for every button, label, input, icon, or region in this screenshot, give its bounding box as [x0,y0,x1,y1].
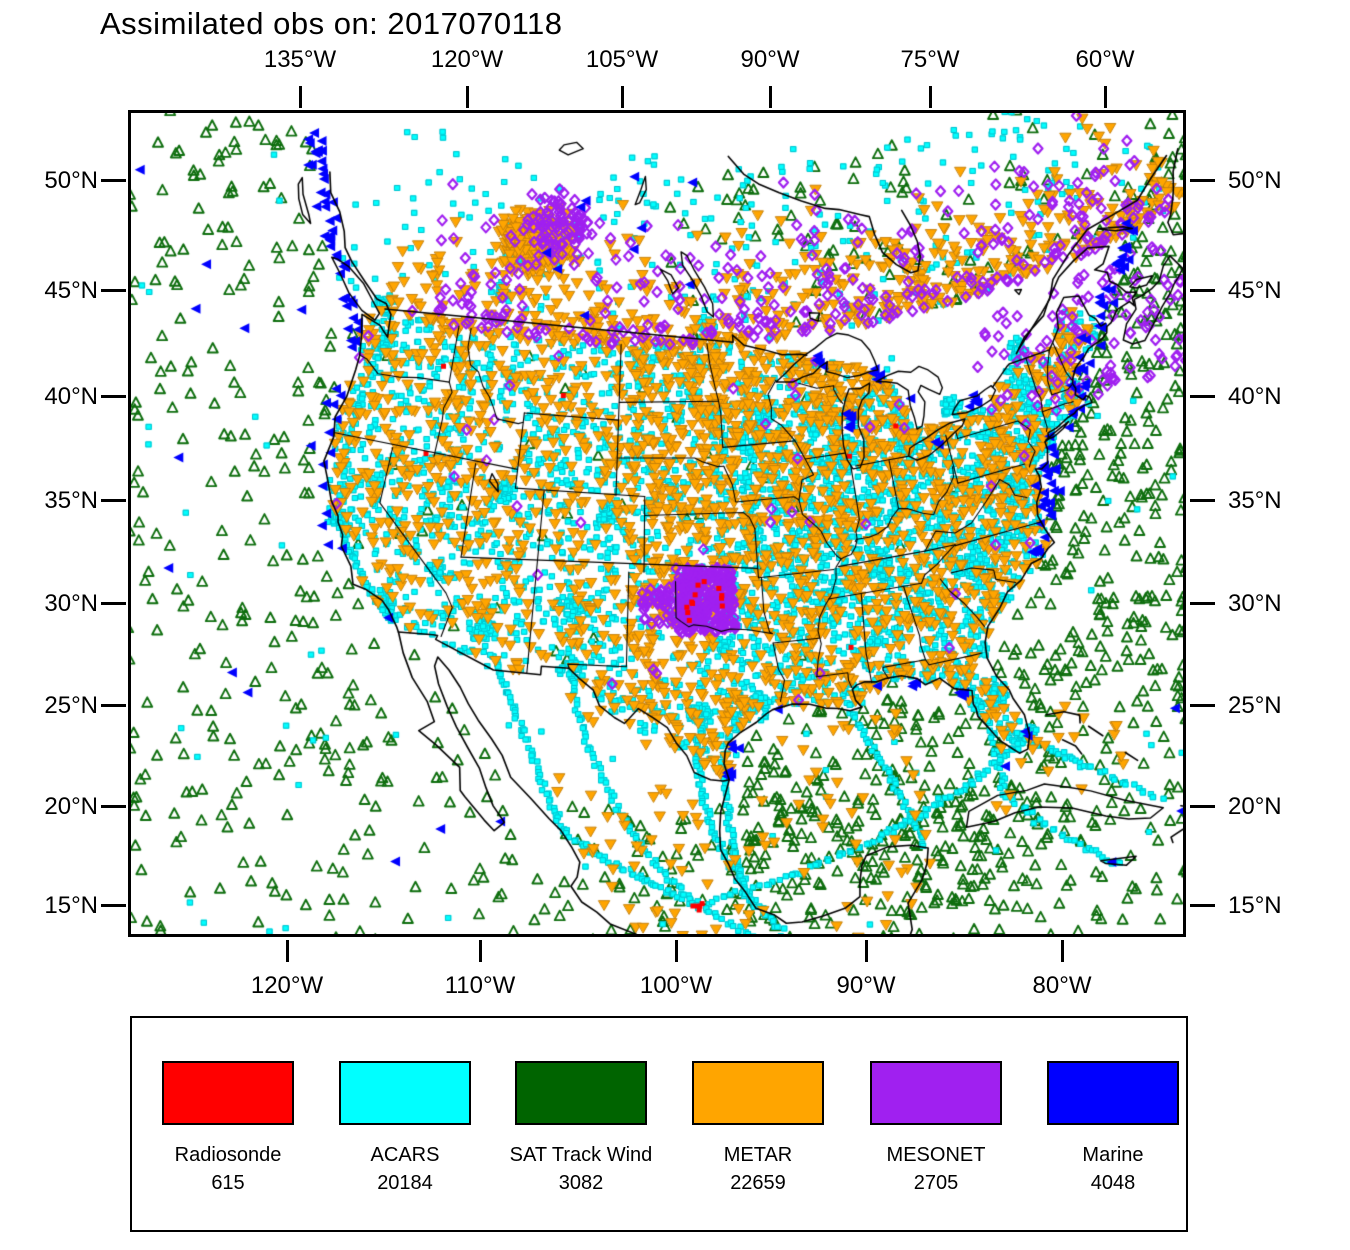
right-tick [1190,904,1215,907]
left-axis-label-50n: 50°N [44,167,98,194]
legend-label-sattrack: SAT Track Wind [509,1144,653,1166]
top-tick [621,86,624,108]
left-axis-label-45n: 45°N [44,277,98,304]
legend-swatch-sattrack [515,1061,647,1125]
legend-swatch-marine [1047,1061,1179,1125]
bottom-axis-label-80w: 80°W [1032,972,1092,999]
top-axis-label-90w: 90°W [740,46,800,73]
left-axis-label-40n: 40°N [44,383,98,410]
top-axis-label-135w: 135°W [263,46,337,73]
bottom-axis-label-90w: 90°W [836,972,896,999]
right-axis-label-20n: 20°N [1228,793,1282,820]
right-axis-label-30n: 30°N [1228,590,1282,617]
left-axis-label-30n: 30°N [44,590,98,617]
legend-count-sattrack: 3082 [558,1172,604,1194]
legend-label-marine: Marine [1082,1144,1144,1166]
bottom-axis-label-120w: 120°W [250,972,324,999]
left-tick [101,289,126,292]
left-tick [101,904,126,907]
top-tick [769,86,772,108]
right-axis-label-25n: 25°N [1228,692,1282,719]
legend-label-radiosonde: Radiosonde [174,1144,282,1166]
legend-swatch-mesonet [870,1061,1002,1125]
top-tick [929,86,932,108]
right-tick [1190,395,1215,398]
top-axis-label-75w: 75°W [900,46,960,73]
bottom-tick [1061,940,1064,962]
legend-swatch-radiosonde [162,1061,294,1125]
right-tick [1190,499,1215,502]
legend-label-metar: METAR [723,1144,793,1166]
page-title: Assimilated obs on: 2017070118 [100,6,563,41]
observation-map-canvas [131,113,1183,934]
legend-count-metar: 22659 [730,1172,786,1194]
legend-label-mesonet: MESONET [886,1144,986,1166]
bottom-axis-label-110w: 110°W [444,972,516,999]
right-axis-label-15n: 15°N [1228,892,1282,919]
right-axis-label-50n: 50°N [1228,167,1282,194]
legend-count-acars: 20184 [377,1172,433,1194]
right-axis-label-45n: 45°N [1228,277,1282,304]
left-tick [101,499,126,502]
left-tick [101,805,126,808]
left-axis-label-20n: 20°N [44,793,98,820]
top-tick [1104,86,1107,108]
bottom-tick [865,940,868,962]
top-tick [466,86,469,108]
right-tick [1190,602,1215,605]
right-tick [1190,179,1215,182]
left-tick [101,179,126,182]
right-tick [1190,805,1215,808]
bottom-tick [479,940,482,962]
legend-label-acars: ACARS [370,1144,440,1166]
legend-count-radiosonde: 615 [211,1172,245,1194]
right-tick [1190,289,1215,292]
legend-count-marine: 4048 [1090,1172,1136,1194]
bottom-tick [675,940,678,962]
left-tick [101,395,126,398]
left-axis-label-35n: 35°N [44,487,98,514]
legend-swatch-acars [339,1061,471,1125]
bottom-axis-label-100w: 100°W [639,972,713,999]
legend-swatch-metar [692,1061,824,1125]
top-axis-label-120w: 120°W [430,46,504,73]
top-axis-label-60w: 60°W [1075,46,1135,73]
bottom-tick [286,940,289,962]
left-tick [101,602,126,605]
legend-box: Radiosonde ACARS SAT Track Wind METAR ME… [130,1016,1188,1232]
right-axis-label-40n: 40°N [1228,383,1282,410]
top-axis-label-105w: 105°W [585,46,659,73]
left-tick [101,704,126,707]
right-tick [1190,704,1215,707]
right-axis-label-35n: 35°N [1228,487,1282,514]
legend-count-mesonet: 2705 [913,1172,959,1194]
left-axis-label-25n: 25°N [44,692,98,719]
top-tick [299,86,302,108]
left-axis-label-15n: 15°N [44,892,98,919]
